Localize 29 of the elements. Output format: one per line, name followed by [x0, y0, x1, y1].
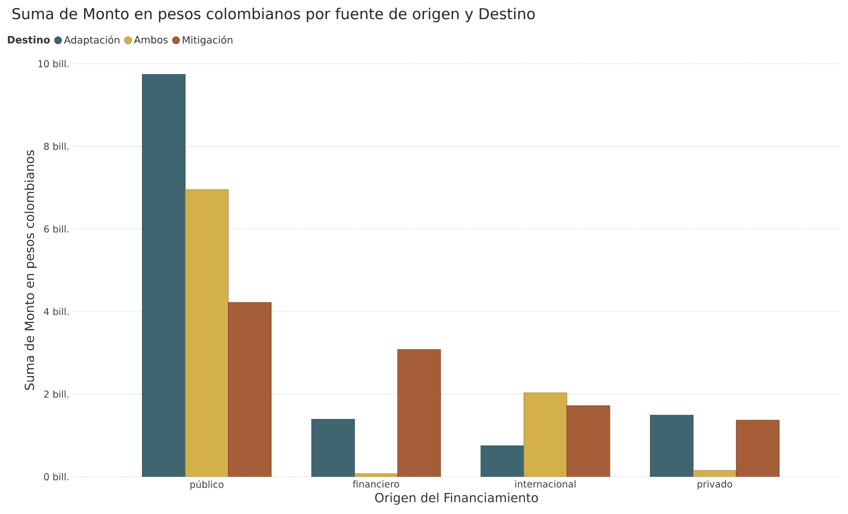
x-tick-label: internacional	[515, 480, 576, 488]
bar	[566, 405, 610, 477]
y-tick-label: 0 bill.	[44, 473, 68, 480]
bar	[354, 474, 398, 477]
x-tick-label: privado	[698, 480, 732, 490]
legend-label: Ambos	[134, 36, 168, 44]
legend-title: Destino	[8, 36, 50, 44]
y-axis-title: Suma de Monto en pesos colombianos	[24, 150, 37, 390]
bar	[228, 302, 272, 477]
bar	[692, 470, 736, 477]
legend-label: Mitigación	[182, 36, 232, 46]
y-tick-label: 4 bill.	[44, 308, 68, 316]
x-tick-label: financiero	[352, 480, 400, 488]
bar	[185, 189, 229, 477]
chart-title: Suma de Monto en pesos colombianos por fuente de origen y Destino	[12, 8, 535, 22]
y-tick-label: 2 bill.	[44, 390, 68, 398]
bar	[397, 349, 441, 477]
legend-label: Adaptación	[64, 36, 120, 46]
y-tick-label: 6 bill.	[44, 225, 68, 233]
x-axis-title: Origen del Financiamiento	[375, 492, 538, 505]
bar	[480, 445, 524, 477]
bar	[524, 392, 568, 477]
x-tick-label: público	[190, 480, 224, 490]
y-tick-label: 8 bill.	[44, 142, 68, 150]
y-tick-label: 10 bill.	[38, 60, 68, 68]
bar	[142, 74, 186, 477]
bar	[736, 420, 780, 477]
bar	[311, 419, 355, 477]
bar	[650, 414, 694, 477]
